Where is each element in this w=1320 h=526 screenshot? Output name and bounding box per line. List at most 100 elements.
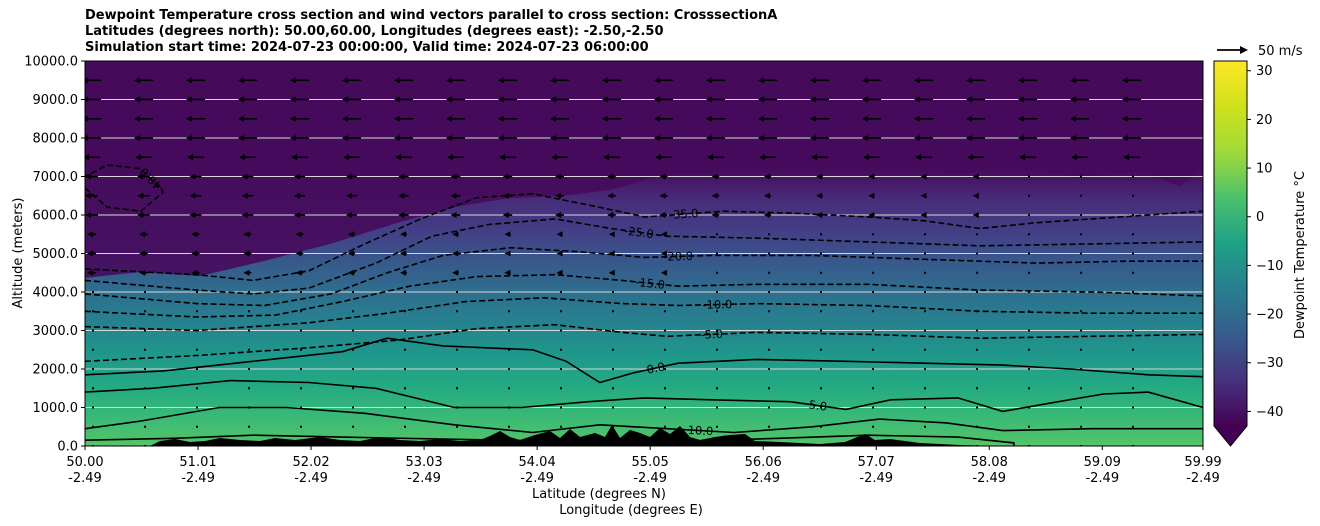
colorbar-extend-min (1214, 426, 1247, 446)
wind-vector-head (711, 212, 718, 218)
wind-vector-head (711, 173, 718, 180)
wind-vector-head (498, 96, 504, 103)
x-tick-label-lat: 52.02 (292, 455, 329, 470)
wind-vector (456, 425, 458, 428)
contour-line (85, 246, 1203, 307)
wind-vector (1132, 194, 1134, 197)
wind-vector-head (343, 154, 349, 161)
wind-vector-head (608, 250, 615, 257)
wind-vector-head (238, 77, 244, 84)
wind-vector (976, 329, 978, 332)
wind-vector-head (550, 135, 556, 141)
wind-vector (1080, 329, 1082, 332)
colorbar-tick-label: −40 (1256, 405, 1283, 420)
wind-vector-head (191, 231, 198, 238)
wind-vector (560, 425, 562, 428)
wind-vector (1080, 368, 1082, 370)
wind-vector-head (186, 115, 192, 122)
x-tick-label-lon: -2.49 (859, 471, 893, 486)
wind-vector (716, 233, 718, 236)
wind-vector-head (868, 212, 875, 218)
wind-vector-head (139, 231, 146, 238)
wind-vector (560, 387, 562, 390)
wind-vector (196, 387, 198, 390)
wind-vector (196, 329, 198, 332)
wind-vector-head (241, 173, 248, 180)
wind-vector-head (711, 192, 718, 199)
colorbar-label: Dewpoint Temperature °C (1293, 171, 1308, 339)
wind-vector (1080, 214, 1082, 216)
x-tick-label-lat: 53.03 (405, 455, 442, 470)
wind-vector-head (660, 250, 667, 257)
wind-vector-head (243, 269, 250, 276)
y-axis-label: Altitude (meters) (11, 198, 26, 309)
contour-label: -10.0 (702, 297, 732, 312)
wind-vector-head (502, 192, 509, 199)
contour-line (85, 406, 1203, 434)
wind-vector-head (810, 115, 816, 122)
wind-vector (924, 406, 926, 409)
wind-vector (820, 425, 822, 428)
wind-vector (92, 406, 94, 409)
wind-vector-head (914, 135, 920, 141)
wind-vector (976, 368, 978, 370)
wind-vector (404, 291, 406, 293)
wind-vector-head (342, 77, 348, 84)
wind-vector (404, 406, 406, 409)
wind-vector (716, 387, 718, 390)
wind-vector (352, 329, 354, 332)
wind-vector-head (134, 135, 140, 141)
wind-vector (872, 310, 874, 313)
wind-vector-head (607, 173, 614, 180)
wind-vector-head (608, 231, 615, 238)
wind-vector-head (868, 192, 875, 199)
wind-vector (664, 291, 666, 293)
wind-vector (144, 291, 146, 293)
wind-vector-head (85, 173, 91, 180)
wind-vector (1028, 425, 1030, 428)
wind-vector-head (452, 250, 459, 257)
wind-vector-head (293, 173, 300, 180)
wind-vector-head (290, 135, 296, 141)
contour-lines: -40.0-35.0-25.0-20.0-15.0-10.0-5.00.05.0… (85, 164, 1203, 446)
wind-vector (872, 233, 874, 236)
wind-vector (924, 271, 926, 274)
wind-vector (1028, 233, 1030, 236)
x-axis-label-latitude: Latitude (degrees N) (532, 487, 666, 502)
wind-vector-head (239, 154, 245, 161)
wind-vector-head (602, 135, 608, 141)
wind-vector (872, 348, 874, 351)
y-tick-label: 10000.0 (24, 55, 78, 70)
wind-vector-head (763, 212, 770, 218)
wind-vector-head (85, 77, 88, 84)
wind-vector (768, 348, 770, 351)
wind-vector (768, 329, 770, 332)
wind-vector (872, 291, 874, 293)
wind-key-arrow-head (1240, 46, 1248, 54)
contour-line (85, 164, 165, 213)
wind-vector-head (602, 96, 608, 103)
wind-vector-head (654, 96, 660, 103)
wind-vector (560, 329, 562, 332)
wind-vector (248, 368, 250, 370)
wind-vector-head (972, 212, 979, 218)
x-tick-label-lat: 58.08 (971, 455, 1008, 470)
wind-vector-head (394, 96, 400, 103)
wind-vector (196, 368, 198, 370)
wind-vector (820, 291, 822, 293)
wind-vector (404, 425, 406, 428)
wind-vector-head (966, 115, 972, 122)
y-axis: 0.0 1000.0 2000.0 3000.0 4000.0 5000.0 6000.0 7… (24, 55, 85, 455)
wind-vector-head (189, 192, 196, 199)
wind-vector (1028, 214, 1030, 216)
wind-vector-head (763, 192, 770, 199)
wind-vector-head (87, 269, 93, 276)
wind-vector-head (555, 192, 562, 199)
wind-vector (1028, 271, 1030, 274)
wind-vector-head (1018, 96, 1024, 103)
wind-vector (820, 368, 822, 370)
wind-vector (924, 348, 926, 351)
wind-vector (820, 406, 822, 409)
wind-vector (924, 310, 926, 313)
colorbar-tick-label: 10 (1256, 162, 1273, 177)
